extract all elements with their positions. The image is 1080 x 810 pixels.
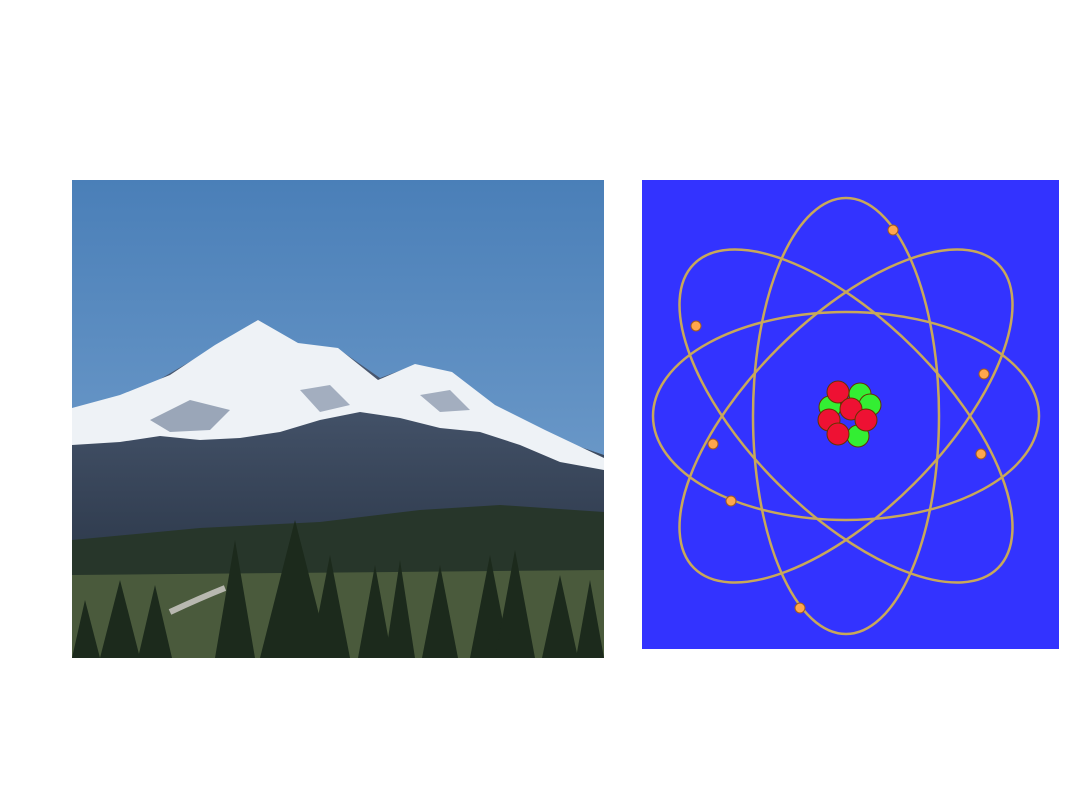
atom-image bbox=[642, 180, 1059, 649]
mountain-photo bbox=[72, 180, 604, 658]
